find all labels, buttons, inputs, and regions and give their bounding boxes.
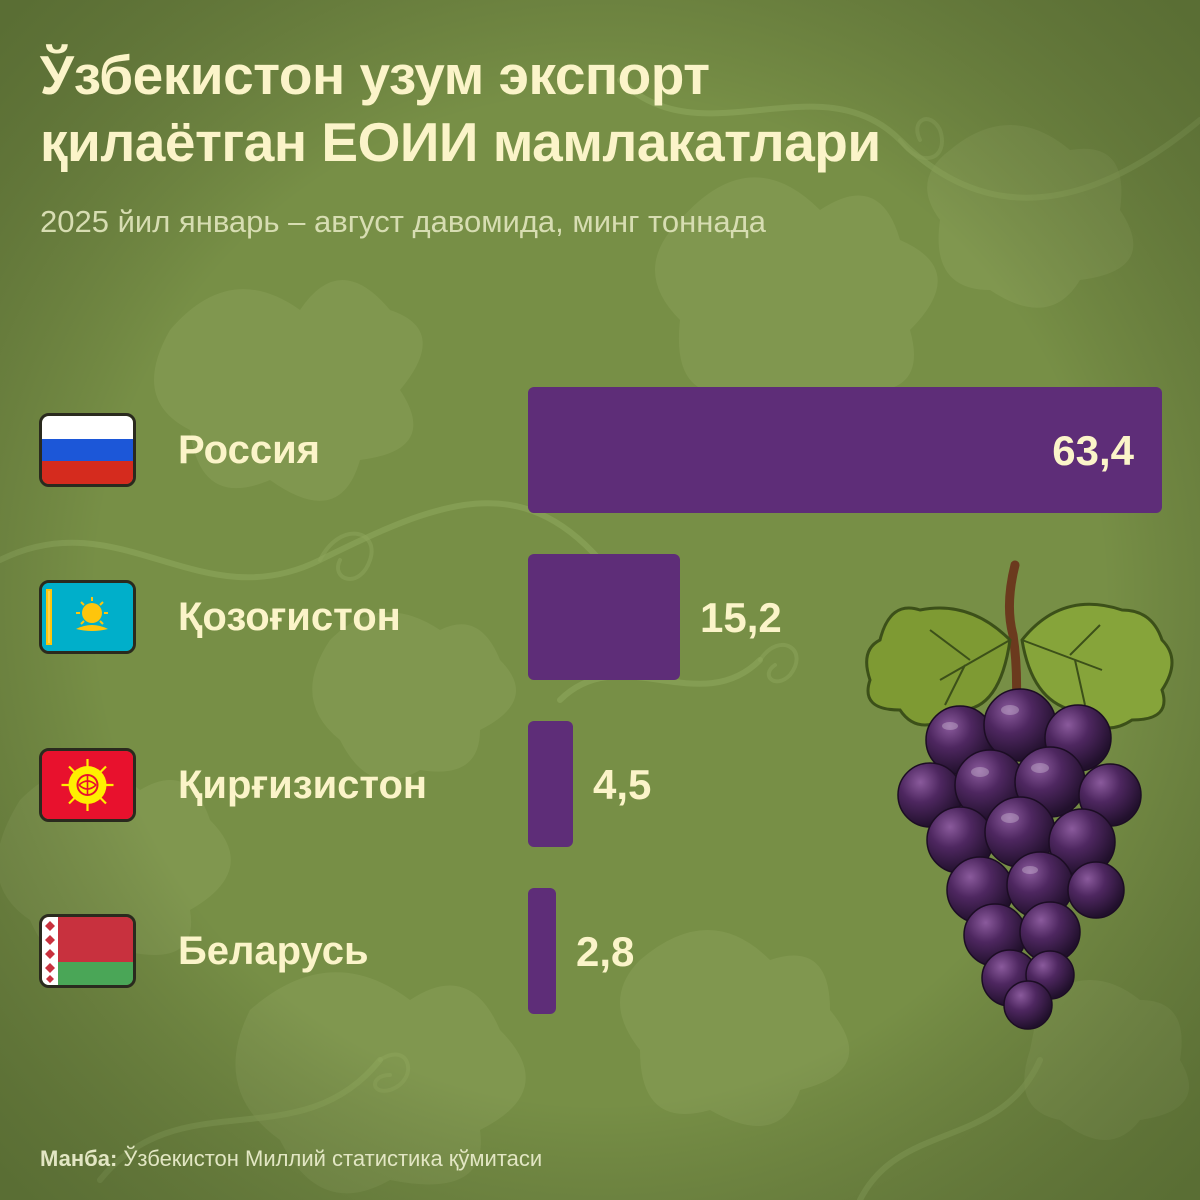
title-line-1: Ўзбекистон узум экспорт xyxy=(40,44,710,106)
country-label-belarus: Беларусь xyxy=(178,929,369,973)
bar-kyrgyzstan xyxy=(528,721,573,847)
grapes-icon xyxy=(865,560,1174,1030)
value-label-russia: 63,4 xyxy=(1052,427,1134,474)
source-note: Манба: Ўзбекистон Миллий статистика қўми… xyxy=(40,1146,542,1172)
source-text: Ўзбекистон Миллий статистика қўмитаси xyxy=(123,1146,543,1171)
value-label-kazakhstan: 15,2 xyxy=(700,594,782,641)
bar-russia xyxy=(528,387,1162,513)
page-title: Ўзбекистон узум экспорт қилаётган ЕОИИ м… xyxy=(40,42,1160,176)
value-label-kyrgyzstan: 4,5 xyxy=(593,761,651,808)
bar-belarus xyxy=(528,888,556,1014)
bar-kazakhstan xyxy=(528,554,680,680)
country-label-kazakhstan: Қозоғистон xyxy=(178,595,401,639)
source-label: Манба: xyxy=(40,1146,118,1171)
belarus-flag-icon xyxy=(39,914,136,988)
country-label-kyrgyzstan: Қирғизистон xyxy=(178,763,428,807)
value-label-belarus: 2,8 xyxy=(576,928,634,975)
subtitle: 2025 йил январь – август давомида, минг … xyxy=(40,204,766,239)
title-line-2: қилаётган ЕОИИ мамлакатлари xyxy=(40,111,881,173)
russia-flag-icon xyxy=(39,413,136,487)
kazakhstan-flag-icon xyxy=(39,580,136,654)
country-label-russia: Россия xyxy=(178,428,321,472)
kyrgyzstan-flag-icon xyxy=(39,748,136,822)
